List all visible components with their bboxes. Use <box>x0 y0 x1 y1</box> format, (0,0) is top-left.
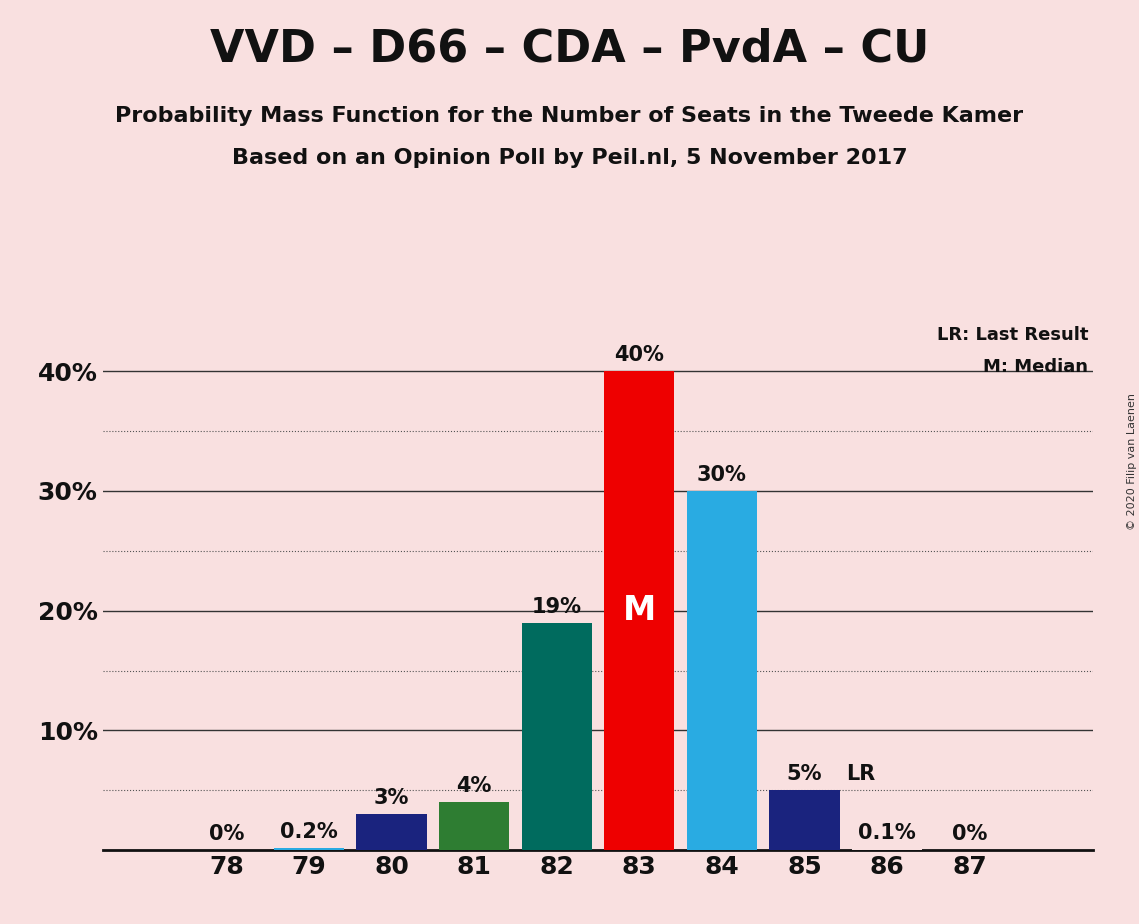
Bar <box>522 623 592 850</box>
Bar <box>769 790 839 850</box>
Text: 4%: 4% <box>457 776 492 796</box>
Text: 0%: 0% <box>208 824 244 845</box>
Bar <box>439 802 509 850</box>
Text: 0.1%: 0.1% <box>858 823 916 843</box>
Bar <box>604 371 674 850</box>
Text: M: Median: M: Median <box>983 358 1089 376</box>
Text: M: M <box>623 594 656 627</box>
Text: VVD – D66 – CDA – PvdA – CU: VVD – D66 – CDA – PvdA – CU <box>210 28 929 71</box>
Bar <box>852 849 923 850</box>
Text: Probability Mass Function for the Number of Seats in the Tweede Kamer: Probability Mass Function for the Number… <box>115 106 1024 127</box>
Text: 40%: 40% <box>614 346 664 365</box>
Bar <box>687 491 757 850</box>
Text: 30%: 30% <box>697 465 747 485</box>
Text: © 2020 Filip van Laenen: © 2020 Filip van Laenen <box>1126 394 1137 530</box>
Text: LR: Last Result: LR: Last Result <box>937 326 1089 344</box>
Text: Based on an Opinion Poll by Peil.nl, 5 November 2017: Based on an Opinion Poll by Peil.nl, 5 N… <box>231 148 908 168</box>
Text: 19%: 19% <box>532 597 582 616</box>
Text: 0.2%: 0.2% <box>280 821 338 842</box>
Bar <box>273 847 344 850</box>
Text: 5%: 5% <box>787 764 822 784</box>
Text: 0%: 0% <box>952 824 988 845</box>
Text: 3%: 3% <box>374 788 409 808</box>
Bar <box>357 814 427 850</box>
Text: LR: LR <box>846 764 875 784</box>
